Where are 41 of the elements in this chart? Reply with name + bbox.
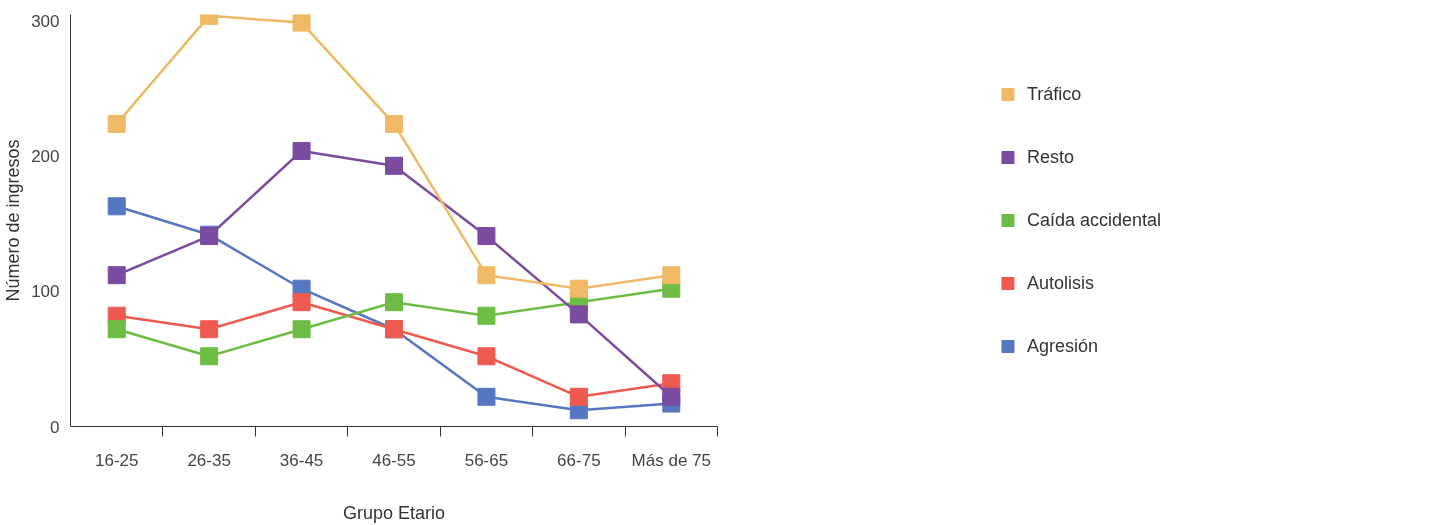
point [569,305,588,324]
point [107,197,126,216]
legend-label: Tráfico [1026,83,1082,105]
y-tick-label: 300 [31,12,60,32]
point [477,227,496,246]
point [107,320,126,339]
point [385,114,403,133]
point [292,320,311,339]
legend-label: Resto [1026,146,1074,168]
legend-label: Caída accidental [1026,209,1162,231]
point [107,114,126,133]
point [292,293,311,312]
point [569,387,588,406]
point [292,141,311,160]
point [569,279,588,298]
point [477,306,496,325]
point [477,347,496,366]
legend-label: Agresión [1026,335,1098,357]
point [107,266,126,285]
point [385,156,403,175]
x-tick-label: 36-45 [279,450,324,470]
point [385,293,403,312]
x-tick-label: 26-35 [187,450,231,470]
x-tick-label: 66-75 [557,450,601,470]
y-tick-label: 100 [31,282,60,302]
point [200,320,219,339]
x-axis-title: Grupo Etario [342,502,446,523]
point [477,387,496,406]
point [662,387,681,406]
x-tick-label: 16-25 [94,450,139,470]
x-tick-label: Más de 75 [631,450,711,470]
point [662,266,681,285]
x-tick-label: 56-65 [464,450,509,470]
point [292,14,311,32]
point [200,347,219,366]
y-tick-label: 0 [50,417,60,437]
legend-label: Autolisis [1026,272,1094,294]
x-tick-label: 46-55 [372,450,416,470]
y-tick-label: 200 [31,147,60,167]
y-axis-title: Número de ingresos [3,139,24,302]
point [477,266,496,285]
